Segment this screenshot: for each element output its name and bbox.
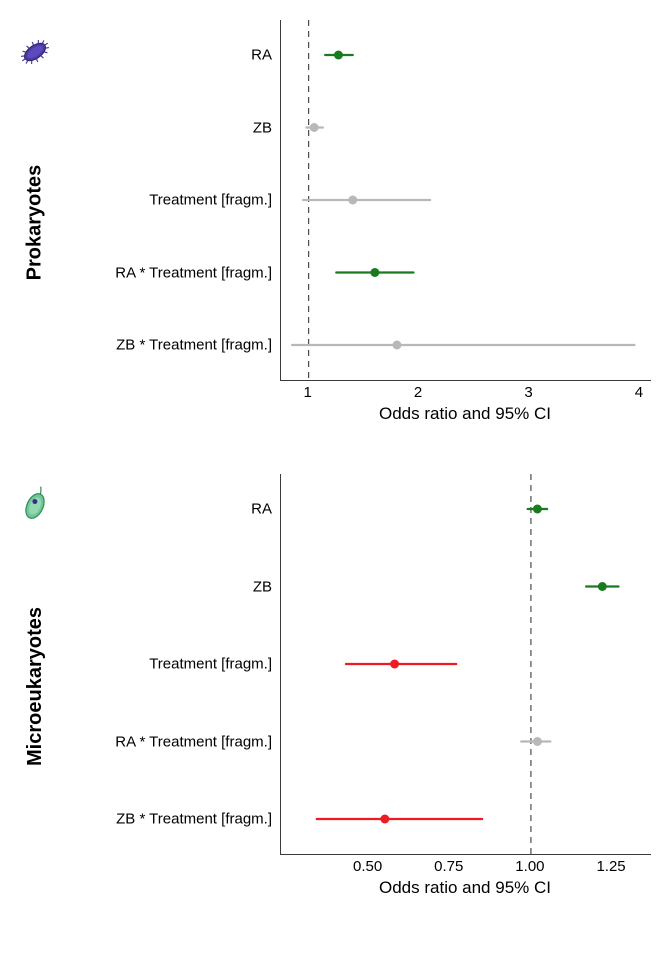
point-estimate	[598, 582, 607, 591]
x-tick-label: 0.50	[353, 858, 382, 875]
protist-icon	[15, 486, 55, 526]
y-axis-label: RA * Treatment [fragm.]	[115, 733, 272, 750]
x-tick-label: 2	[414, 384, 422, 401]
plot-area: RAZBTreatment [fragm.]RA * Treatment [fr…	[280, 474, 650, 854]
x-tick-label: 4	[635, 384, 643, 401]
plot-area: RAZBTreatment [fragm.]RA * Treatment [fr…	[280, 20, 650, 380]
x-tick-labels: 0.50 0.75 1.00 1.25	[280, 854, 650, 876]
y-axis-label: ZB * Treatment [fragm.]	[116, 811, 272, 828]
plot-block: RAZBTreatment [fragm.]RA * Treatment [fr…	[270, 20, 650, 424]
y-axis-label: ZB	[253, 119, 272, 136]
x-axis-title: Odds ratio and 95% CI	[280, 404, 650, 424]
x-tick-label: 1	[303, 384, 311, 401]
x-tick-label: 0.75	[434, 858, 463, 875]
x-tick-label: 1.00	[515, 858, 544, 875]
y-axis-label: RA	[251, 501, 272, 518]
plot-block: RAZBTreatment [fragm.]RA * Treatment [fr…	[270, 474, 650, 898]
y-axis-label: Treatment [fragm.]	[149, 656, 272, 673]
y-axis-label: ZB * Treatment [fragm.]	[116, 337, 272, 354]
point-estimate	[533, 505, 542, 514]
point-estimate	[334, 51, 343, 60]
x-tick-label: 3	[524, 384, 532, 401]
y-labels: RA ZB Treatment [fragm.] RA * Treatment [fr…	[70, 20, 280, 380]
bacterium-icon	[15, 32, 55, 72]
point-estimate	[392, 341, 401, 350]
y-labels: RA ZB Treatment [fragm.] RA * Treatment [fr…	[70, 474, 280, 854]
y-axis-label: RA	[251, 47, 272, 64]
x-tick-label: 1.25	[596, 858, 625, 875]
y-axis-label: ZB	[253, 578, 272, 595]
panel-prokaryotes: Prokaryotes RA ZB Treatment [fragm.] RA * T…	[20, 20, 641, 424]
point-estimate	[310, 123, 319, 132]
x-axis-title: Odds ratio and 95% CI	[280, 878, 650, 898]
panel-microeukaryotes: Microeukaryotes RAZBTreatment [fragm.]RA…	[20, 474, 641, 898]
panel-title: Prokaryotes	[24, 164, 47, 280]
organism-icon-wrap	[15, 486, 55, 526]
organism-icon-wrap	[15, 32, 55, 72]
panel-title: Microeukaryotes	[24, 607, 47, 766]
panel-label-column: Microeukaryotes	[20, 496, 50, 876]
plot-prokaryotes	[280, 20, 651, 381]
forest-plot-figure: Prokaryotes RA ZB Treatment [fragm.] RA * T…	[20, 20, 641, 898]
plot-microeukaryotes	[280, 474, 651, 855]
point-estimate	[380, 815, 389, 824]
x-tick-labels: 1 2 3 4	[280, 380, 650, 402]
point-estimate	[370, 268, 379, 277]
y-axis-label: RA * Treatment [fragm.]	[115, 264, 272, 281]
y-axis-label: Treatment [fragm.]	[149, 192, 272, 209]
point-estimate	[348, 196, 357, 205]
panel-label-column: Prokaryotes	[20, 42, 50, 402]
point-estimate	[533, 737, 542, 746]
point-estimate	[390, 660, 399, 669]
